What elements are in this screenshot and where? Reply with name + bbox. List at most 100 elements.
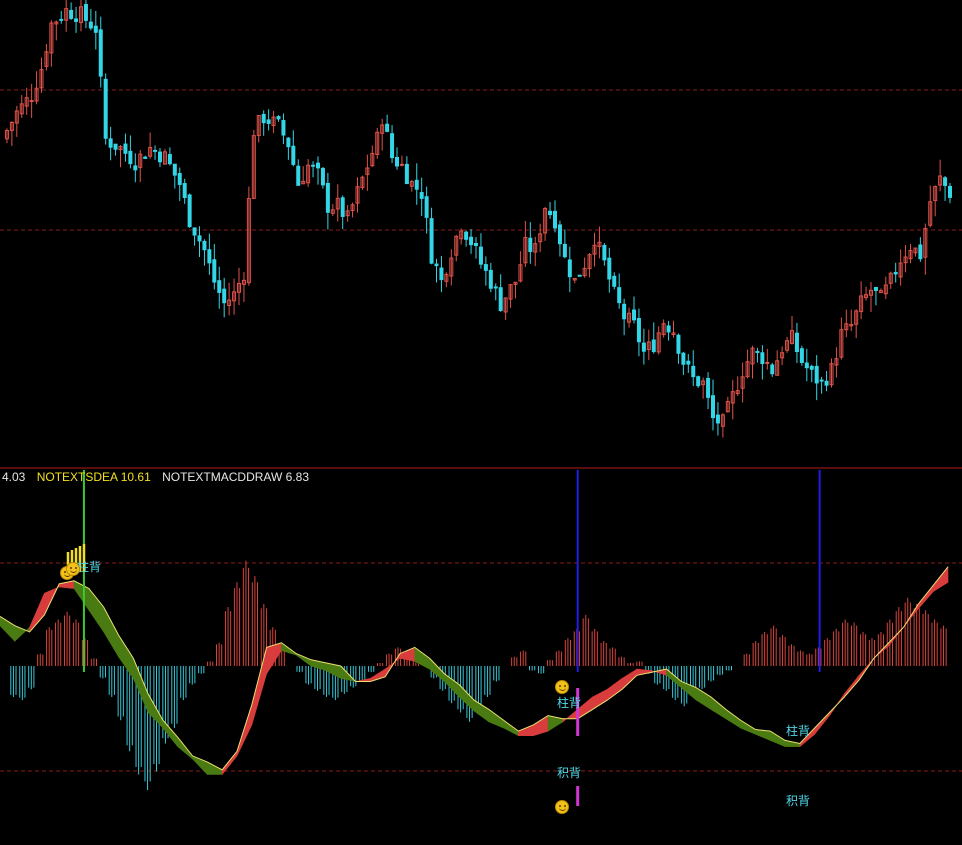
candle-up bbox=[908, 249, 913, 260]
candle-down bbox=[651, 339, 656, 353]
candle-down bbox=[414, 179, 419, 190]
candle-down bbox=[212, 259, 217, 283]
candle-up bbox=[14, 110, 19, 124]
candle-up bbox=[849, 323, 854, 327]
candle-down bbox=[948, 185, 952, 198]
macd-ribbon-segment bbox=[740, 719, 756, 735]
candle-up bbox=[306, 164, 311, 184]
candle-up bbox=[750, 347, 755, 365]
candle-up bbox=[854, 310, 859, 325]
macd-ribbon-segment bbox=[399, 646, 416, 662]
candle-down bbox=[143, 156, 148, 159]
candle-down bbox=[676, 334, 681, 354]
candle-up bbox=[597, 241, 602, 248]
candle-up bbox=[380, 124, 385, 134]
candle-down bbox=[567, 259, 572, 278]
candle-down bbox=[691, 365, 696, 378]
candle-up bbox=[701, 380, 706, 386]
label-zhubei-1: 柱背 bbox=[77, 560, 102, 574]
label-jibei-2: 积背 bbox=[786, 794, 811, 808]
candle-down bbox=[706, 377, 711, 398]
candle-down bbox=[770, 364, 775, 375]
candle-up bbox=[409, 180, 414, 187]
candle-up bbox=[345, 210, 350, 217]
candle-up bbox=[523, 236, 528, 264]
candle-down bbox=[607, 257, 612, 280]
candle-down bbox=[158, 151, 162, 163]
label-zhubei-2: 柱背 bbox=[557, 696, 582, 710]
candle-down bbox=[434, 263, 439, 267]
candle-down bbox=[696, 376, 701, 387]
macd-ribbon-segment bbox=[88, 587, 104, 633]
candle-up bbox=[251, 135, 256, 199]
candle-down bbox=[88, 21, 93, 29]
candle-down bbox=[222, 288, 227, 304]
macd-ribbon-segment bbox=[14, 625, 30, 642]
label-zhubei-3: 柱背 bbox=[786, 724, 811, 738]
candle-down bbox=[873, 286, 878, 291]
candle-down bbox=[809, 365, 814, 370]
candle-down bbox=[474, 243, 478, 246]
candle-down bbox=[311, 164, 316, 167]
candle-up bbox=[365, 167, 370, 175]
candle-up bbox=[449, 257, 454, 277]
candle-down bbox=[103, 78, 108, 139]
candle-down bbox=[483, 264, 488, 271]
candle-down bbox=[261, 113, 266, 124]
candle-up bbox=[237, 282, 241, 293]
candle-down bbox=[478, 246, 483, 265]
macd-ribbon-segment bbox=[29, 593, 45, 633]
candle-down bbox=[429, 218, 434, 264]
candle-up bbox=[301, 180, 306, 185]
candle-down bbox=[281, 120, 286, 136]
candle-up bbox=[646, 341, 651, 351]
candle-up bbox=[49, 22, 54, 54]
macd-ribbon-segment bbox=[414, 646, 430, 670]
candle-down bbox=[320, 167, 325, 186]
candle-down bbox=[128, 150, 133, 165]
candle-down bbox=[69, 9, 74, 19]
candle-down bbox=[469, 236, 474, 246]
macd-ribbon-segment bbox=[429, 657, 445, 683]
candle-down bbox=[424, 196, 429, 218]
macd-ribbon-segment bbox=[0, 616, 16, 642]
candle-up bbox=[9, 121, 14, 131]
legend-macddraw: NOTEXTMACDDRAW 6.83 bbox=[162, 470, 309, 484]
candle-up bbox=[844, 323, 849, 331]
candle-down bbox=[98, 29, 103, 77]
candle-up bbox=[444, 273, 449, 282]
candle-up bbox=[508, 284, 513, 300]
dif-line bbox=[0, 566, 949, 771]
candle-down bbox=[548, 210, 553, 216]
candle-up bbox=[4, 129, 9, 140]
candle-up bbox=[138, 153, 143, 168]
macd-ribbon-segment bbox=[695, 687, 712, 710]
candle-down bbox=[824, 380, 829, 386]
candle-down bbox=[439, 267, 444, 281]
candle-down bbox=[197, 235, 202, 242]
candle-up bbox=[34, 87, 39, 102]
candle-down bbox=[641, 342, 646, 352]
candle-up bbox=[869, 289, 873, 296]
candle-down bbox=[493, 286, 498, 289]
candle-up bbox=[256, 114, 261, 137]
candle-up bbox=[538, 233, 543, 243]
macd-ribbon-segment bbox=[251, 647, 267, 725]
candle-down bbox=[177, 173, 182, 185]
candle-down bbox=[612, 275, 617, 287]
candle-down bbox=[711, 395, 715, 419]
candle-down bbox=[192, 227, 197, 236]
candle-down bbox=[153, 149, 158, 152]
candle-up bbox=[360, 176, 365, 188]
candle-up bbox=[454, 235, 459, 256]
candle-down bbox=[577, 274, 582, 277]
candle-up bbox=[79, 6, 83, 24]
candle-up bbox=[913, 247, 918, 254]
candle-up bbox=[246, 198, 251, 284]
candle-up bbox=[903, 256, 908, 264]
candle-down bbox=[59, 18, 64, 21]
candle-up bbox=[780, 352, 785, 359]
candle-up bbox=[355, 186, 360, 204]
candle-down bbox=[172, 163, 177, 176]
macd-ribbon-segment bbox=[532, 715, 549, 737]
